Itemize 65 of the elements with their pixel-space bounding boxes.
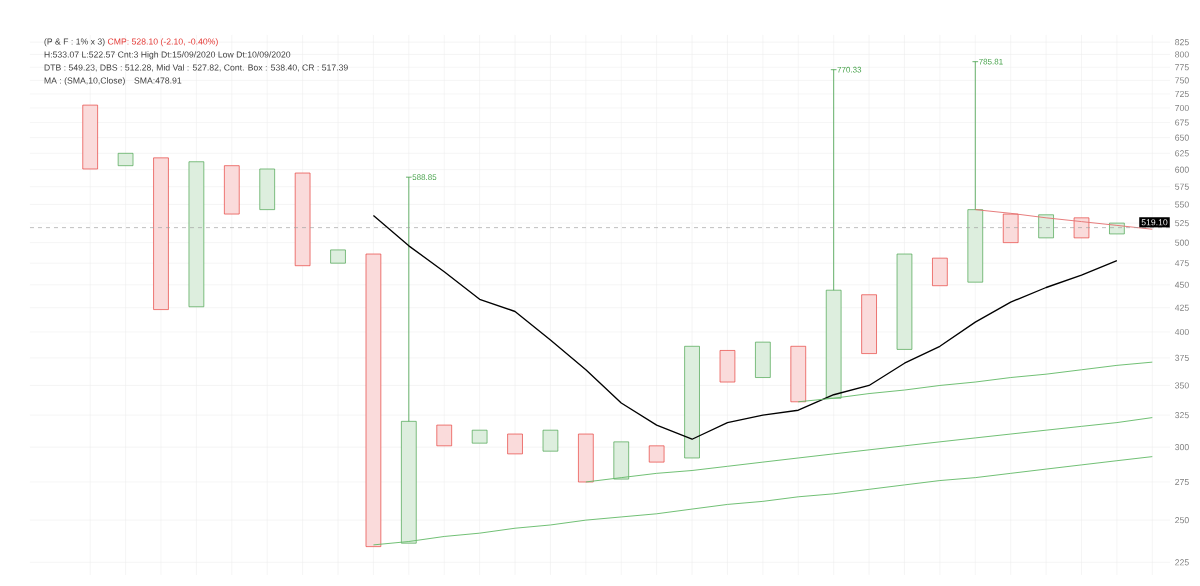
bar: [153, 157, 169, 310]
bar: [1038, 214, 1054, 239]
y-tick-label: 650: [1175, 134, 1189, 141]
bar: [365, 253, 382, 547]
y-tick-label: 675: [1175, 119, 1189, 126]
y-tick-label: 550: [1175, 201, 1189, 208]
y-tick-label: 750: [1175, 77, 1189, 84]
annotation: 785.81: [979, 58, 1003, 65]
y-tick-label: 250: [1175, 517, 1189, 524]
bar: [684, 345, 700, 459]
annotation: DTB : 549.23, DBS : 512.28, Mid Val : 527.82, Cont. Box : 538.40, CR : 517.39: [44, 64, 348, 72]
y-tick-label: 625: [1175, 150, 1189, 157]
y-tick-label: 400: [1174, 328, 1189, 336]
bar: [719, 350, 736, 383]
line-series: [585, 417, 1153, 483]
chart-subtitle: CMP: 528.10 (-2.10, -0.40%): [107, 38, 218, 47]
y-tick-label: 575: [1175, 183, 1189, 190]
bar: [436, 424, 453, 447]
bar: [224, 165, 240, 215]
bar: [259, 168, 275, 210]
bar: [932, 257, 948, 287]
bar: [117, 152, 134, 167]
y-tick-label: 300: [1175, 444, 1189, 451]
bar: [613, 441, 630, 480]
y-tick-label: 375: [1175, 354, 1189, 361]
y-tick-label: 500: [1175, 239, 1189, 246]
annotation: MA : (SMA,10,Close): [44, 77, 125, 86]
y-tick-label: 775: [1175, 64, 1189, 71]
bar: [188, 161, 205, 308]
y-tick-label: 600: [1175, 166, 1189, 173]
bar: [648, 445, 665, 463]
line-series: [372, 456, 1153, 546]
annotation: 770.33: [837, 66, 862, 73]
y-tick-label: 325: [1175, 412, 1189, 419]
bar: [507, 433, 523, 455]
bar: [861, 294, 877, 354]
y-tick-label: 350: [1175, 382, 1189, 389]
y-tick-label: 525: [1175, 220, 1189, 227]
bar: [294, 172, 311, 267]
bar: [896, 253, 913, 350]
annotation: 588.85: [412, 174, 437, 180]
bar: [1073, 217, 1090, 239]
bar: [542, 429, 559, 452]
y-tick-label: 700: [1175, 104, 1189, 112]
y-tick-label: 725: [1175, 90, 1189, 98]
y-tick-label: 825: [1175, 39, 1189, 46]
chart-title: (P & F : 1% x 3): [44, 38, 105, 47]
y-tick-label: 425: [1174, 304, 1189, 311]
line-series: [797, 361, 1153, 403]
bar: [1002, 213, 1019, 243]
annotation: SMA:478.91: [134, 77, 182, 84]
line-series: [372, 214, 1118, 440]
bar: [471, 429, 488, 444]
bar: [755, 341, 771, 378]
bar: [82, 104, 98, 170]
y-tick-label: 275: [1175, 478, 1189, 486]
ref-line-label: 519.10: [1141, 219, 1168, 226]
y-tick-label: 800: [1175, 51, 1189, 58]
annotation: H:533.07 L:522.57 Cnt:3 High Dt:15/09/2020 Low Dt:10/09/2020: [44, 51, 291, 60]
bar: [578, 433, 594, 483]
y-tick-label: 225: [1175, 559, 1189, 566]
y-tick-label: 450: [1174, 281, 1189, 288]
bar: [790, 345, 807, 403]
bar: [330, 249, 346, 264]
y-tick-label: 475: [1174, 260, 1189, 267]
